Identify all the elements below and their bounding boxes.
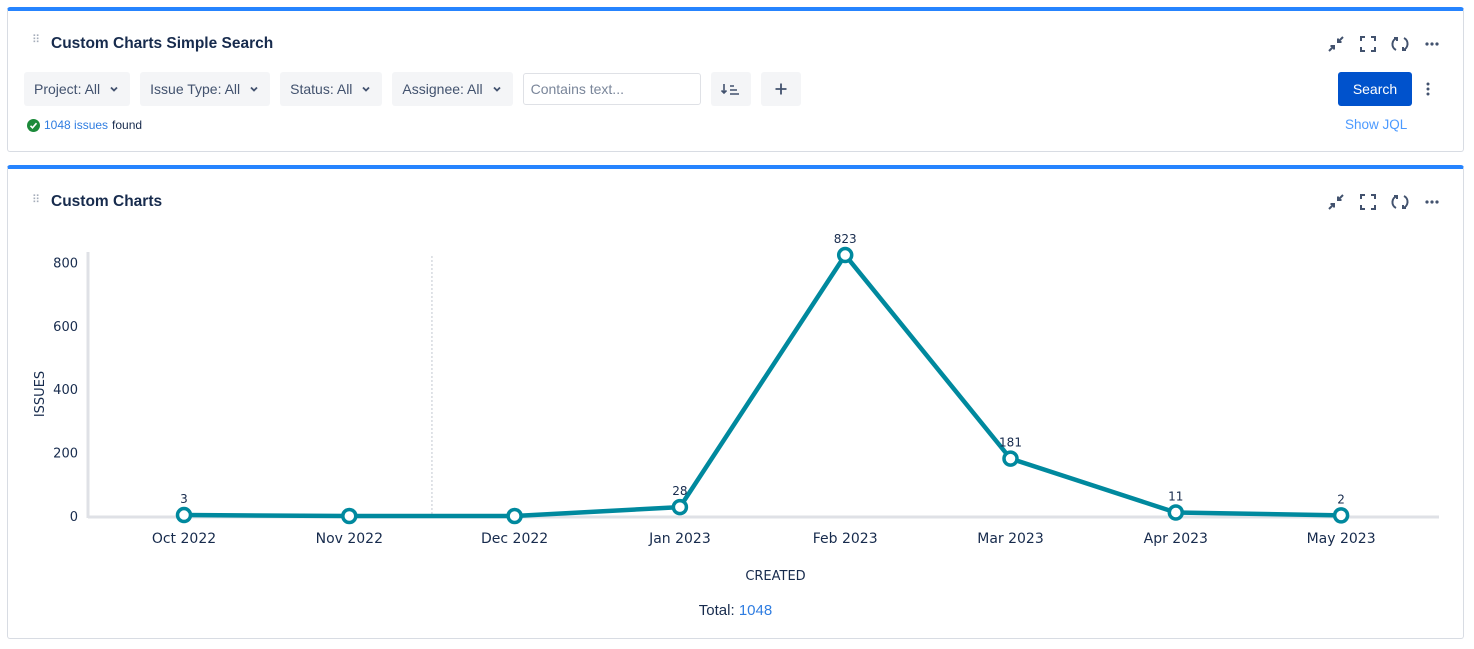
sort-order-button[interactable] [710, 72, 751, 106]
x-tick-label: Jan 2023 [648, 531, 711, 547]
data-point[interactable] [1002, 450, 1019, 467]
data-point[interactable] [506, 507, 523, 525]
minimize-icon[interactable] [1327, 193, 1345, 211]
x-tick-label: Apr 2023 [1144, 531, 1208, 547]
custom-charts-panel: ⠿ Custom Charts 0 200 400 600 800 Oct 2022 Nov… [7, 165, 1464, 639]
total-value-link[interactable]: 1048 [738, 602, 773, 619]
series-line [183, 252, 1342, 519]
data-point[interactable] [175, 506, 193, 524]
data-label: 823 [834, 232, 857, 246]
x-tick-label: Dec 2022 [481, 531, 548, 547]
minimize-icon[interactable] [1327, 35, 1345, 53]
issues-count-link[interactable]: 1048 issues [44, 118, 109, 132]
plus-icon [775, 83, 787, 95]
y-tick-label: 400 [53, 383, 78, 398]
fullscreen-icon[interactable] [1359, 35, 1377, 53]
project-filter-dropdown[interactable]: Project: All [24, 72, 131, 106]
x-tick-label: May 2023 [1307, 531, 1376, 547]
x-tick-label: Mar 2023 [977, 531, 1044, 547]
y-tick-label: 0 [70, 510, 78, 525]
more-icon[interactable] [1423, 35, 1441, 53]
drag-handle-icon[interactable]: ⠿ [32, 34, 40, 46]
simple-search-panel: ⠿ Custom Charts Simple Search Project: A… [7, 7, 1464, 152]
y-tick-label: 800 [53, 256, 78, 271]
panel-title: Custom Charts [51, 193, 163, 210]
kebab-menu-icon[interactable] [1420, 79, 1436, 99]
contains-text-input[interactable] [522, 73, 701, 105]
project-filter-label: Project: All [34, 81, 101, 97]
filter-bar: Project: All Issue Type: All Status: All… [24, 72, 801, 106]
search-button[interactable]: Search [1338, 72, 1412, 106]
panel-title: Custom Charts Simple Search [51, 35, 274, 52]
found-text: found [112, 118, 143, 132]
status-filter-dropdown[interactable]: Status: All [280, 72, 383, 106]
data-point[interactable] [1167, 504, 1185, 521]
chevron-down-icon [492, 86, 501, 92]
data-label: 11 [1168, 490, 1183, 504]
drag-handle-icon[interactable]: ⠿ [32, 194, 40, 206]
chart-total: Total: 1048 [8, 602, 1463, 619]
data-label: 181 [999, 436, 1022, 450]
line-chart: 0 200 400 600 800 Oct 2022 Nov 2022 Dec 2022 Jan… [33, 232, 1439, 584]
x-axis-title: CREATED [745, 569, 805, 584]
data-point[interactable] [1332, 507, 1350, 524]
chevron-down-icon [250, 86, 258, 92]
refresh-icon[interactable] [1391, 193, 1409, 211]
check-circle-icon [27, 118, 40, 132]
issues-found-status: 1048 issues found [27, 118, 142, 132]
assignee-filter-dropdown[interactable]: Assignee: All [392, 72, 513, 106]
sort-icon [720, 84, 739, 95]
total-label: Total: [698, 602, 735, 619]
chevron-down-icon [110, 86, 118, 92]
data-label: 3 [180, 492, 188, 506]
data-label: 2 [1337, 492, 1345, 506]
panel-actions [1327, 35, 1441, 53]
y-axis-title: ISSUES [33, 371, 48, 417]
fullscreen-icon[interactable] [1359, 193, 1377, 211]
chevron-down-icon [362, 86, 371, 92]
x-tick-label: Oct 2022 [152, 531, 216, 547]
issue-type-filter-dropdown[interactable]: Issue Type: All [140, 72, 271, 106]
add-filter-button[interactable] [760, 72, 801, 106]
issue-type-filter-label: Issue Type: All [150, 81, 241, 97]
data-point[interactable] [671, 498, 689, 516]
data-point[interactable] [341, 507, 358, 525]
x-tick-label: Nov 2022 [316, 531, 383, 547]
y-tick-label: 200 [53, 447, 78, 462]
data-point[interactable] [836, 246, 854, 264]
show-jql-link[interactable]: Show JQL [1345, 117, 1408, 132]
y-tick-label: 600 [53, 320, 78, 335]
status-filter-label: Status: All [290, 81, 353, 97]
x-tick-label: Feb 2023 [813, 531, 878, 547]
refresh-icon[interactable] [1391, 35, 1409, 53]
assignee-filter-label: Assignee: All [402, 81, 483, 97]
more-icon[interactable] [1423, 193, 1441, 211]
panel-actions [1327, 193, 1441, 211]
data-label: 28 [672, 484, 687, 498]
